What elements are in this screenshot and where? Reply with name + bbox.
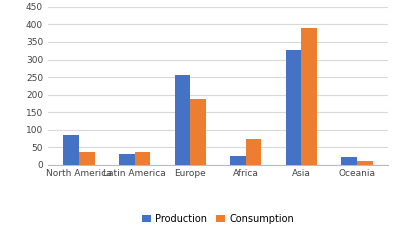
Bar: [301, 28, 317, 165]
Bar: [230, 156, 246, 165]
Legend: Production, Consumption: Production, Consumption: [142, 214, 294, 224]
Bar: [190, 99, 206, 165]
Bar: [246, 139, 261, 165]
Bar: [342, 157, 357, 165]
Bar: [357, 161, 372, 165]
Bar: [64, 135, 79, 165]
Bar: [119, 154, 135, 165]
Bar: [286, 50, 301, 165]
Bar: [79, 152, 94, 165]
Bar: [175, 75, 190, 165]
Bar: [135, 152, 150, 165]
